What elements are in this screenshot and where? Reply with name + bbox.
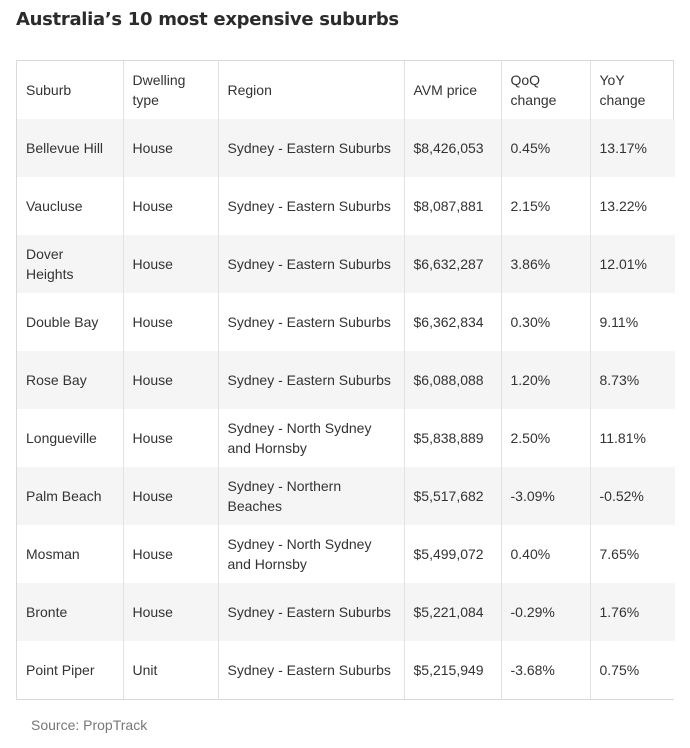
cell-qoq-change: 0.40% bbox=[501, 525, 591, 583]
cell-suburb: Bellevue Hill bbox=[17, 119, 124, 177]
table-row: Palm Beach House Sydney - Northern Beaches… bbox=[17, 467, 675, 525]
header-region: Region bbox=[218, 61, 405, 119]
table-row: Mosman House Sydney - North Sydney and Hor… bbox=[17, 525, 675, 583]
cell-dwelling-type: Unit bbox=[123, 641, 219, 699]
table-row: Point Piper Unit Sydney - Eastern Suburbs $… bbox=[17, 641, 675, 699]
cell-dwelling-type: House bbox=[123, 351, 219, 409]
cell-region: Sydney - Eastern Suburbs bbox=[218, 351, 405, 409]
cell-suburb: Double Bay bbox=[17, 293, 124, 351]
cell-dwelling-type: House bbox=[123, 119, 219, 177]
cell-suburb: Palm Beach bbox=[17, 467, 124, 525]
cell-qoq-change: -3.09% bbox=[501, 467, 591, 525]
cell-yoy-change: 1.76% bbox=[599, 604, 640, 620]
cell-avm-price: $6,088,088 bbox=[404, 351, 502, 409]
cell-qoq-change: 0.30% bbox=[501, 293, 591, 351]
cell-region: Sydney - North Sydney and Hornsby bbox=[218, 409, 405, 467]
cell-yoy-change: 8.73% bbox=[599, 372, 640, 388]
cell-avm-price: $5,215,949 bbox=[404, 641, 502, 699]
header-qoq-change: QoQ change bbox=[501, 61, 591, 119]
cell-avm-price: $6,362,834 bbox=[404, 293, 502, 351]
cell-qoq-change: 0.45% bbox=[501, 119, 591, 177]
cell-avm-price: $5,517,682 bbox=[404, 467, 502, 525]
cell-suburb: Point Piper bbox=[17, 641, 124, 699]
cell-suburb: Vaucluse bbox=[17, 177, 124, 235]
cell-yoy-change: 11.81% bbox=[599, 430, 646, 446]
cell-avm-price: $8,087,881 bbox=[404, 177, 502, 235]
cell-region: Sydney - Eastern Suburbs bbox=[218, 119, 405, 177]
page-title: Australia’s 10 most expensive suburbs bbox=[16, 9, 399, 30]
header-suburb: Suburb bbox=[17, 61, 124, 119]
cell-qoq-change: 1.20% bbox=[501, 351, 591, 409]
cell-avm-price: $5,221,084 bbox=[404, 583, 502, 641]
cell-suburb: Bronte bbox=[17, 583, 124, 641]
cell-dwelling-type: House bbox=[123, 525, 219, 583]
table-row: Dover Heights House Sydney - Eastern Subur… bbox=[17, 235, 675, 293]
cell-dwelling-type: House bbox=[123, 235, 219, 293]
table-header-row: Suburb Dwelling type Region AVM price Qo… bbox=[17, 61, 675, 119]
cell-avm-price: $8,426,053 bbox=[404, 119, 502, 177]
suburbs-table: Suburb Dwelling type Region AVM price Qo… bbox=[17, 61, 675, 699]
cell-region: Sydney - Eastern Suburbs bbox=[218, 293, 405, 351]
header-dwelling-type: Dwelling type bbox=[123, 61, 219, 119]
cell-suburb: Longueville bbox=[17, 409, 124, 467]
table-row: Vaucluse House Sydney - Eastern Suburbs $8,… bbox=[17, 177, 675, 235]
cell-region: Sydney - North Sydney and Hornsby bbox=[218, 525, 405, 583]
cell-region: Sydney - Eastern Suburbs bbox=[218, 235, 405, 293]
cell-yoy-change: -0.52% bbox=[599, 488, 644, 504]
cell-avm-price: $6,632,287 bbox=[404, 235, 502, 293]
cell-avm-price: $5,499,072 bbox=[404, 525, 502, 583]
table-row: Longueville House Sydney - North Sydney an… bbox=[17, 409, 675, 467]
cell-qoq-change: 2.50% bbox=[501, 409, 591, 467]
cell-suburb: Mosman bbox=[17, 525, 124, 583]
table-row: Bronte House Sydney - Eastern Suburbs $5,22… bbox=[17, 583, 675, 641]
cell-yoy-change: 13.17% bbox=[599, 140, 647, 156]
cell-yoy-change: 9.11% bbox=[599, 314, 639, 330]
table-row: Double Bay House Sydney - Eastern Suburbs $… bbox=[17, 293, 675, 351]
cell-yoy-change: 7.65% bbox=[599, 546, 640, 562]
cell-dwelling-type: House bbox=[123, 583, 219, 641]
cell-region: Sydney - Eastern Suburbs bbox=[218, 641, 405, 699]
cell-qoq-change: 2.15% bbox=[501, 177, 591, 235]
cell-dwelling-type: House bbox=[123, 177, 219, 235]
cell-suburb: Dover Heights bbox=[17, 235, 124, 293]
header-avm-price: AVM price bbox=[404, 61, 502, 119]
cell-suburb: Rose Bay bbox=[17, 351, 124, 409]
source-note: Source: PropTrack bbox=[31, 717, 148, 733]
suburbs-table-container: Suburb Dwelling type Region AVM price Qo… bbox=[16, 60, 675, 700]
cell-region: Sydney - Northern Beaches bbox=[218, 467, 405, 525]
header-yoy-change: YoY change bbox=[599, 72, 646, 108]
table-row: Rose Bay House Sydney - Eastern Suburbs $6,… bbox=[17, 351, 675, 409]
cell-yoy-change: 13.22% bbox=[599, 198, 647, 214]
cell-qoq-change: -0.29% bbox=[501, 583, 591, 641]
table-row: Bellevue Hill House Sydney - Eastern Subur… bbox=[17, 119, 675, 177]
cell-dwelling-type: House bbox=[123, 293, 219, 351]
cell-dwelling-type: House bbox=[123, 409, 219, 467]
cell-region: Sydney - Eastern Suburbs bbox=[218, 177, 405, 235]
cell-qoq-change: -3.68% bbox=[501, 641, 591, 699]
cell-dwelling-type: House bbox=[123, 467, 219, 525]
cell-yoy-change: 0.75% bbox=[599, 662, 640, 678]
cell-qoq-change: 3.86% bbox=[501, 235, 591, 293]
cell-region: Sydney - Eastern Suburbs bbox=[218, 583, 405, 641]
cell-avm-price: $5,838,889 bbox=[404, 409, 502, 467]
table-body: Bellevue Hill House Sydney - Eastern Subur… bbox=[17, 119, 675, 699]
cell-yoy-change: 12.01% bbox=[599, 256, 647, 272]
